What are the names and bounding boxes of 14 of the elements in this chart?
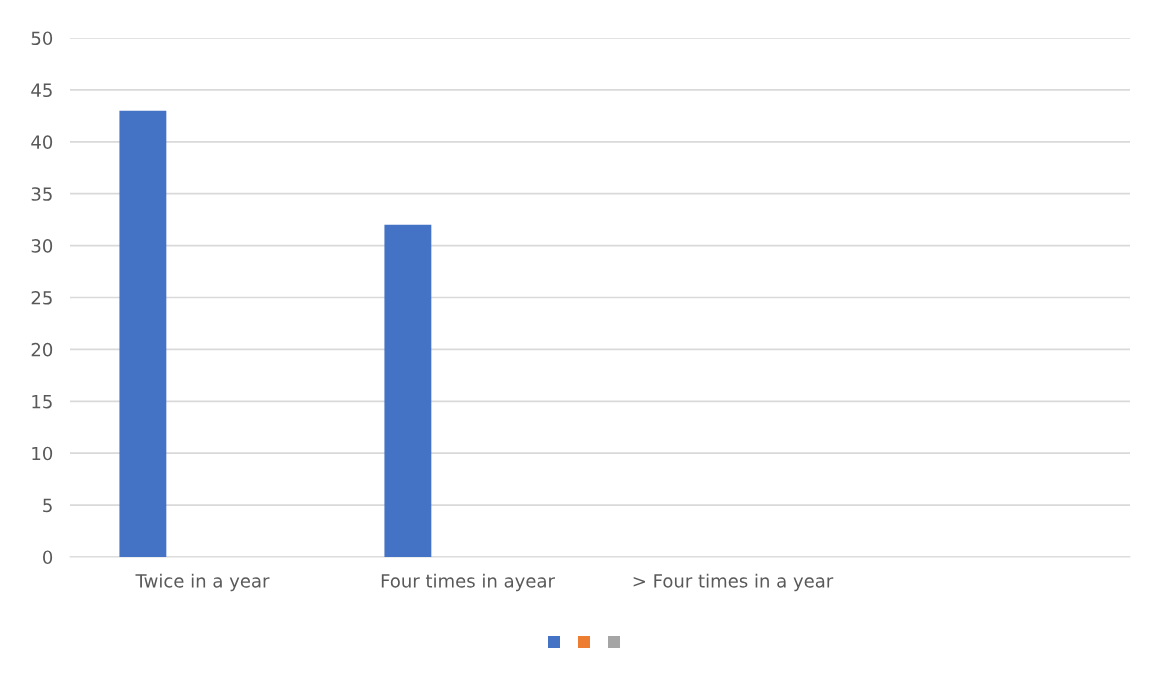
y-tick-label: 15 [32,395,52,409]
y-tick-label: 0 [43,550,53,565]
y-tick-label: 45 [31,83,52,98]
y-tick-label: 25 [31,290,52,305]
y-tick-label: 30 [31,239,53,253]
y-tick-label: 5 [43,498,52,513]
y-tick-label: 10 [32,446,53,461]
y-tick-label: 35 [31,187,52,201]
x-tick-label: > Four times in a year [633,573,834,592]
y-tick-label: 40 [31,135,53,149]
x-tick-label: Twice in a year [135,573,270,592]
y-tick-label: 20 [31,342,53,357]
y-tick-label: 50 [31,31,53,46]
x-tick-label: Four times in ayear [381,573,555,592]
